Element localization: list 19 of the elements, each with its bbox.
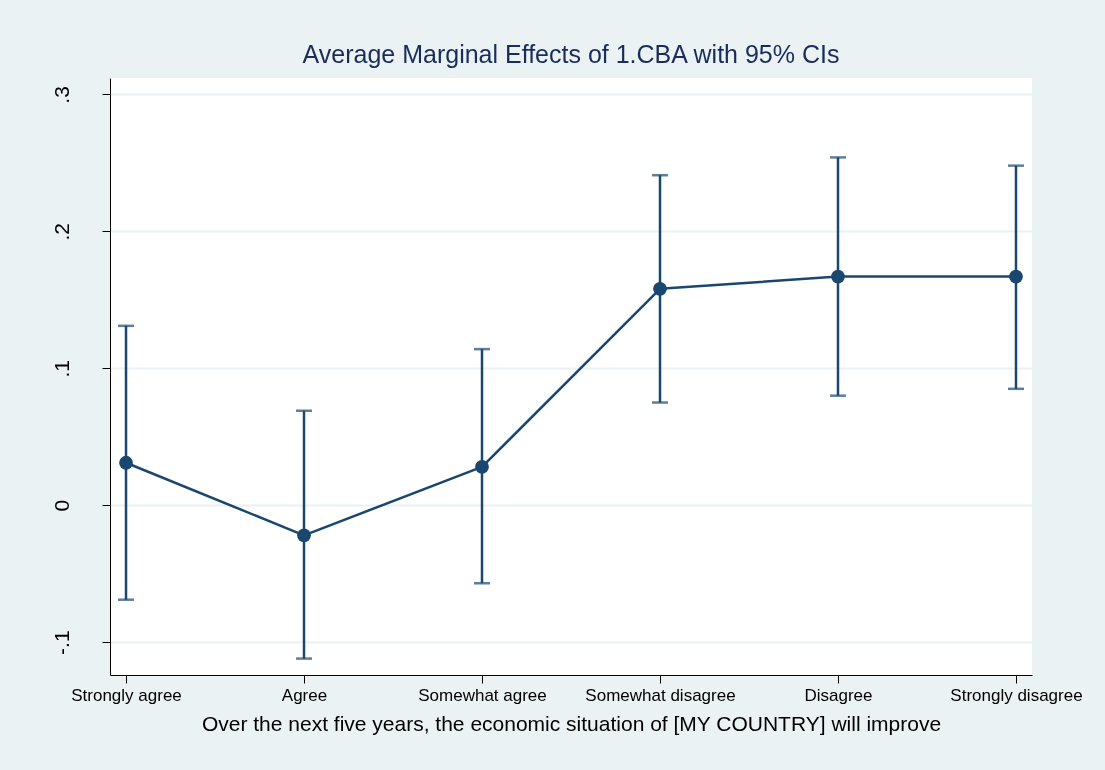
x-tick-label: Somewhat disagree <box>585 685 736 705</box>
x-tick-label: Strongly disagree <box>950 685 1083 705</box>
x-tick-label: Somewhat agree <box>418 685 547 705</box>
point <box>297 528 311 543</box>
x-tick-label: Strongly agree <box>71 685 182 705</box>
x-axis-title: Over the next five years, the economic situation of [MY COUNTRY] will improve <box>201 711 942 735</box>
point <box>1009 269 1023 284</box>
y-tick-label: .2 <box>49 223 73 241</box>
chart-title: Average Marginal Effects of 1.CBA with 95% CIs <box>302 40 840 68</box>
point <box>119 455 133 470</box>
y-tick-label: -.1 <box>49 630 73 655</box>
point <box>653 281 667 296</box>
y-tick-label: .3 <box>49 86 73 104</box>
point <box>831 269 845 284</box>
y-tick-label: 0 <box>49 499 73 512</box>
x-tick-label: Disagree <box>804 685 873 705</box>
point <box>475 459 489 474</box>
y-tick-label: .1 <box>49 360 73 378</box>
x-tick-label: Agree <box>281 685 328 705</box>
